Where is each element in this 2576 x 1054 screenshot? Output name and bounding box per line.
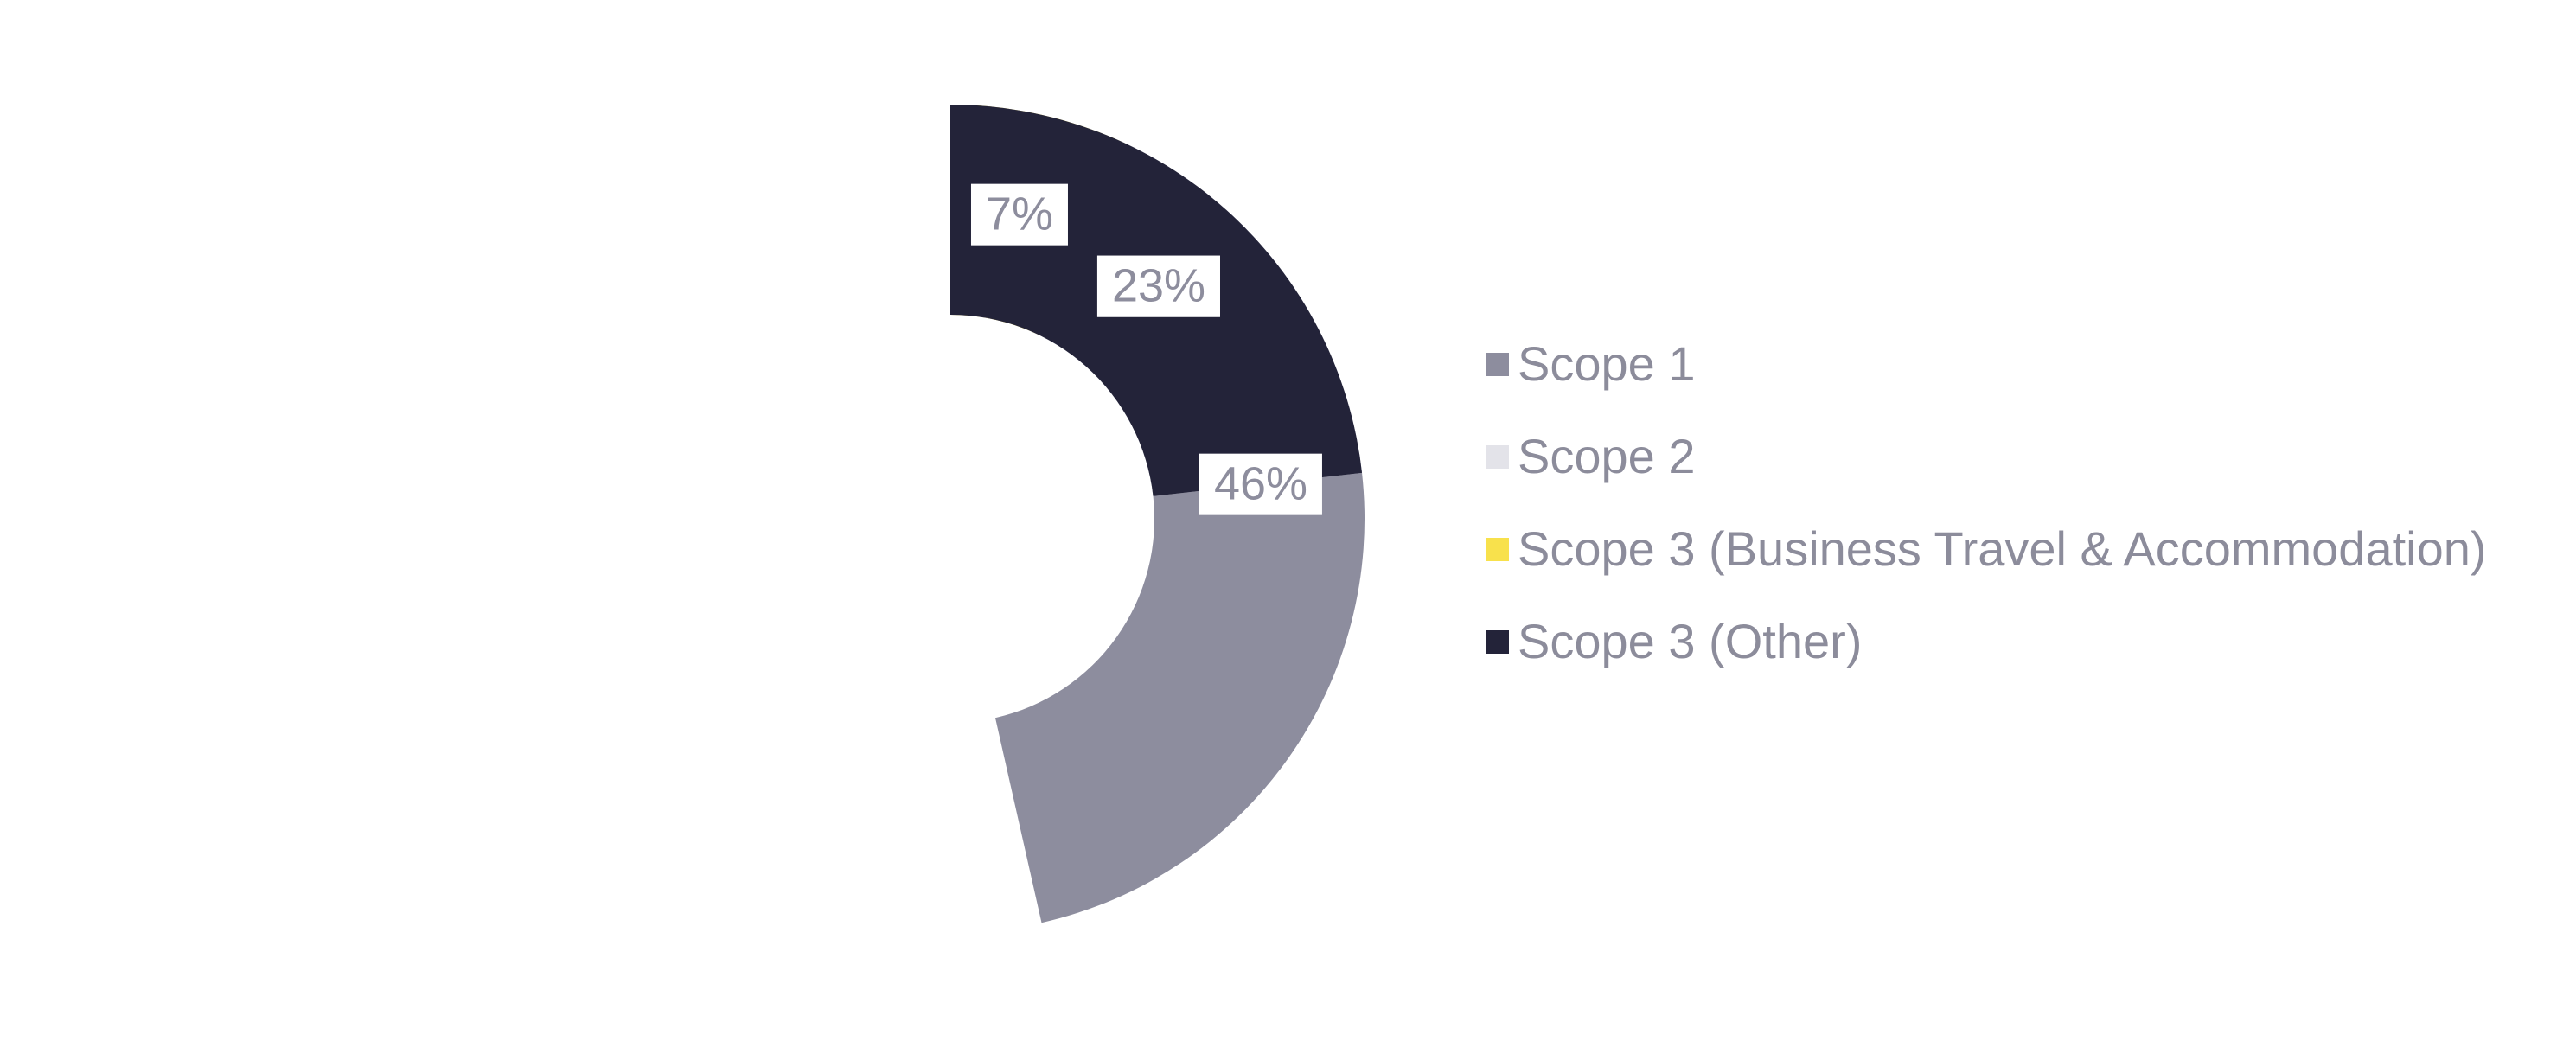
legend-item: Scope 2 (1486, 432, 2487, 481)
legend-item: Scope 1 (1486, 340, 2487, 388)
legend-item-label: Scope 3 (Business Travel & Accommodation… (1518, 521, 2487, 576)
legend-marker-icon (1486, 537, 1509, 561)
slice-label: 23% (1096, 255, 1221, 317)
legend-marker-icon (1486, 444, 1509, 469)
legend-marker-icon (1486, 629, 1509, 654)
legend-item-label: Scope 3 (Other) (1518, 614, 1863, 668)
legend-marker-icon (1486, 352, 1509, 376)
donut-chart (950, 105, 1365, 923)
legend-item: Scope 3 (Other) (1486, 617, 2487, 666)
legend-item-label: Scope 1 (1518, 336, 1696, 391)
slice-label: 7% (970, 183, 1069, 246)
slice-label: 46% (1199, 453, 1323, 515)
legend-item-label: Scope 2 (1518, 429, 1696, 483)
legend-item: Scope 3 (Business Travel & Accommodation… (1486, 525, 2487, 573)
legend: Scope 1 Scope 2 Scope 3 (Business Travel &… (1486, 340, 2487, 666)
